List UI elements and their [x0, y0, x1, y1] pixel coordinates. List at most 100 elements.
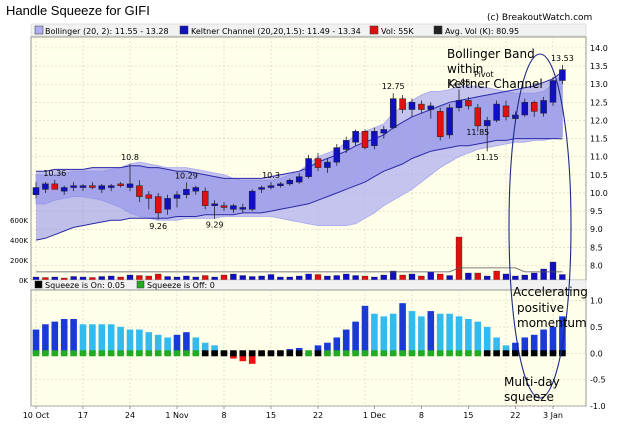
candle-body — [521, 102, 529, 116]
momentum-bar — [483, 326, 491, 354]
squeeze-indicator — [352, 350, 359, 357]
volume-bar — [559, 274, 566, 281]
candle-body — [51, 183, 59, 190]
squeeze-indicator — [32, 350, 40, 357]
legend-bar — [30, 23, 587, 37]
price-y-tick-label: 10.5 — [590, 171, 608, 180]
annotation-accelerating-line3: momentum — [517, 316, 587, 330]
momentum-bar — [380, 316, 388, 354]
candle-body — [427, 105, 435, 110]
momentum-y-tick-label: 1.0 — [590, 297, 603, 306]
volume-bar — [155, 273, 162, 281]
squeeze-off-swatch — [136, 280, 145, 289]
candle-body — [164, 198, 171, 210]
volume-bar — [51, 276, 58, 281]
candle-body — [389, 98, 397, 128]
volume-bar — [437, 273, 444, 281]
volume-bar — [399, 274, 406, 281]
volume-bar — [296, 275, 303, 281]
squeeze-indicator — [455, 350, 463, 357]
avgvol-legend: Avg. Vol (K): 80.95 — [445, 27, 519, 36]
candle-body — [371, 131, 378, 147]
squeeze-off-legend: Squeeze is Off: 0 — [147, 281, 215, 290]
squeeze-indicator — [192, 350, 200, 357]
momentum-y-tick-label: 0.0 — [590, 349, 603, 358]
momentum-bar — [530, 334, 538, 354]
volume-bar — [493, 270, 500, 281]
squeeze-indicator — [342, 350, 350, 357]
vol-legend: Vol: 55K — [381, 27, 414, 36]
volume-bar — [314, 274, 322, 281]
squeeze-on-legend: Squeeze is On: 0.05 — [45, 281, 125, 290]
volume-bars — [32, 236, 566, 281]
momentum-bar — [549, 326, 557, 354]
squeeze-indicator — [408, 350, 416, 357]
volume-bar — [474, 272, 481, 281]
candle-body — [79, 185, 87, 188]
candle-body — [42, 183, 49, 190]
volume-bar — [183, 275, 190, 281]
momentum-bar — [361, 305, 369, 354]
momentum-panel: 1.0 0.5 0.0 -0.5 -1.0 — [30, 289, 606, 411]
price-label: 10.3 — [262, 171, 280, 180]
candle-body — [446, 107, 453, 136]
candle-body — [32, 187, 40, 196]
volume-bar — [324, 275, 331, 281]
momentum-bar — [183, 332, 190, 354]
price-label: 12.75 — [382, 82, 405, 91]
price-label: 9.26 — [149, 222, 167, 231]
candle-body — [145, 194, 153, 199]
volume-bar — [455, 236, 463, 281]
squeeze-indicator — [117, 350, 124, 357]
momentum-bar — [173, 334, 181, 354]
squeeze-indicator — [399, 350, 406, 357]
squeeze-indicator — [201, 350, 209, 357]
volume-bar — [352, 275, 359, 281]
candle-body — [333, 147, 341, 163]
price-y-axis: 8.0 8.5 9.0 9.5 10.0 10.5 11.0 11.5 12.0 12.5 13.0… — [590, 44, 608, 271]
momentum-bar — [333, 337, 341, 354]
momentum-bar — [79, 324, 87, 354]
price-label: 10.8 — [121, 153, 139, 162]
volume-bar — [70, 276, 77, 281]
price-label: 13.53 — [551, 54, 574, 63]
momentum-bar — [389, 313, 397, 354]
price-y-tick-label: 13.5 — [590, 62, 608, 71]
candle-body — [277, 183, 284, 186]
squeeze-indicator — [220, 350, 228, 357]
x-tick-label: 10 Oct — [23, 411, 50, 420]
momentum-bar — [342, 329, 350, 354]
price-y-tick-label: 11.0 — [590, 153, 608, 162]
price-y-tick-label: 12.0 — [590, 116, 608, 125]
price-label: 12.85 — [448, 79, 471, 88]
volume-bar — [286, 276, 293, 281]
keltner-upper-line — [36, 71, 563, 179]
credit-text: (c) BreakoutWatch.com — [487, 13, 592, 23]
squeeze-indicator — [436, 350, 444, 357]
momentum-bar — [248, 353, 256, 364]
squeeze-indicator — [559, 350, 566, 357]
volume-bar — [98, 276, 105, 281]
momentum-bar — [60, 319, 68, 354]
squeeze-indicator — [211, 350, 218, 357]
squeeze-indicator — [230, 350, 237, 357]
price-label: 10.29 — [175, 171, 198, 180]
x-tick-label: 24 — [125, 411, 135, 420]
candle-body — [474, 107, 482, 127]
candle-body — [559, 69, 566, 81]
x-axis: 10 Oct 17 24 1 Nov 8 15 22 1 Dec 8 15 22 3 Jan — [23, 406, 563, 420]
momentum-y-tick-label: 0.5 — [590, 323, 603, 332]
volume-bar — [502, 273, 510, 281]
squeeze-indicator — [530, 350, 538, 357]
volume-bar — [390, 270, 397, 281]
candle-body — [173, 194, 181, 199]
volume-bar — [61, 277, 68, 281]
momentum-bar — [192, 337, 200, 354]
volume-bar — [126, 274, 134, 281]
momentum-bar — [51, 321, 59, 354]
momentum-bar — [32, 329, 40, 354]
squeeze-indicator — [277, 350, 284, 357]
momentum-bar — [418, 316, 425, 354]
